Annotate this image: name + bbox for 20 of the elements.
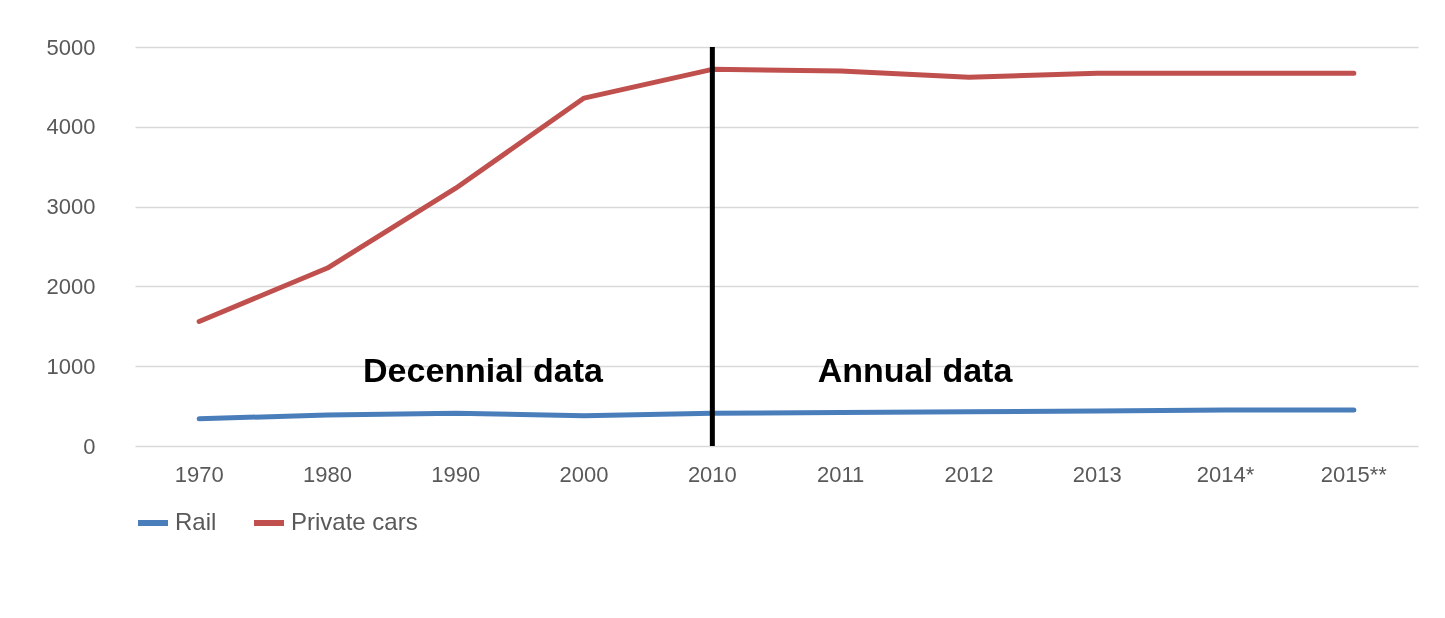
x-tick-label: 2014*: [1196, 461, 1255, 487]
x-tick-label: 1980: [302, 461, 352, 487]
legend-label: Rail: [175, 508, 217, 535]
x-tick-label: 2015**: [1320, 461, 1388, 487]
y-tick-label: 5000: [46, 34, 96, 60]
y-tick-label: 2000: [46, 273, 96, 299]
y-tick-label: 0: [83, 433, 96, 459]
x-tick-label: 2000: [559, 461, 609, 487]
y-tick-label: 1000: [46, 353, 96, 379]
x-tick-label: 2010: [687, 461, 737, 487]
y-tick-label: 4000: [46, 114, 96, 140]
legend-label: Private cars: [291, 508, 418, 535]
y-tick-label: 3000: [46, 194, 96, 220]
x-tick-label: 2013: [1072, 461, 1122, 487]
x-tick-label: 2012: [944, 461, 994, 487]
annotation: Annual data: [817, 351, 1014, 389]
x-tick-label: 1990: [431, 461, 481, 487]
annotation: Decennial data: [363, 351, 605, 389]
x-tick-label: 2011: [816, 461, 865, 487]
x-tick-label: 1970: [174, 461, 224, 487]
